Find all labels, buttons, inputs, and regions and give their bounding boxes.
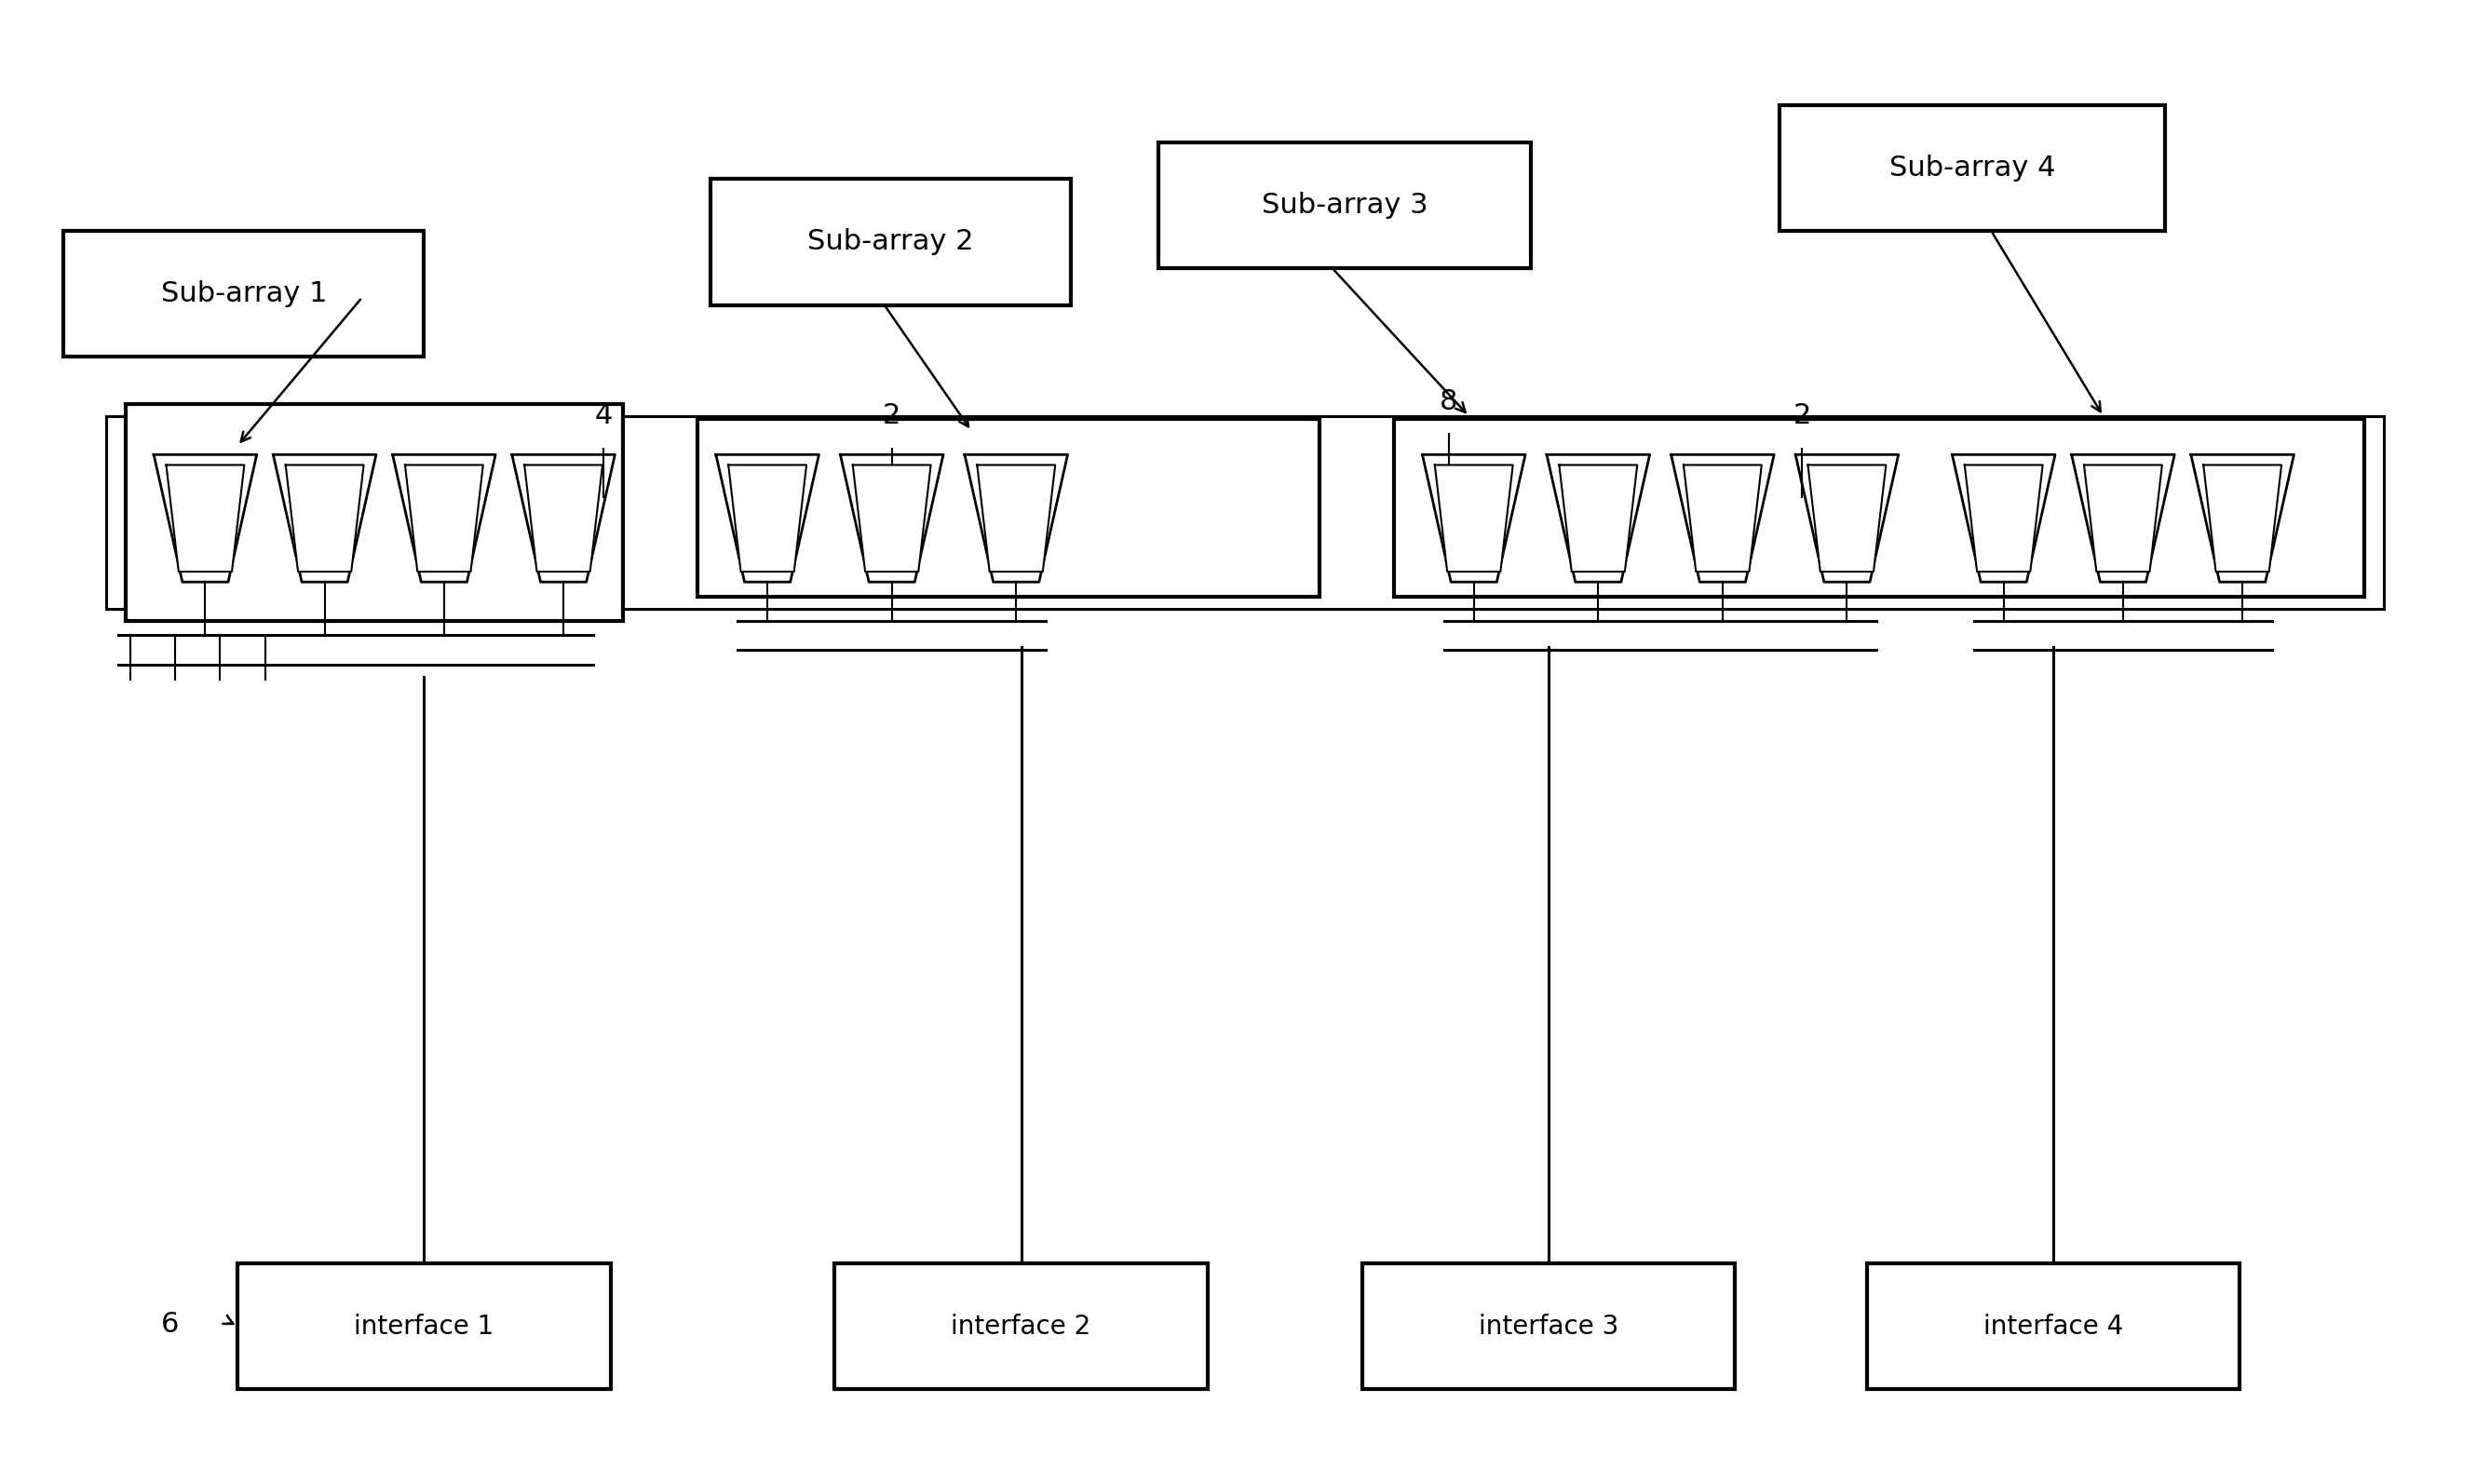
Bar bbox=[834, 1263, 1208, 1389]
Text: 2: 2 bbox=[1793, 402, 1810, 429]
Text: interface 2: interface 2 bbox=[951, 1313, 1091, 1340]
Polygon shape bbox=[730, 464, 807, 571]
Bar bbox=[1868, 1263, 2241, 1389]
Bar bbox=[710, 180, 1071, 306]
Polygon shape bbox=[1808, 464, 1885, 571]
Polygon shape bbox=[2204, 464, 2281, 571]
Text: interface 1: interface 1 bbox=[354, 1313, 493, 1340]
Polygon shape bbox=[1559, 464, 1638, 571]
Bar bbox=[1158, 142, 1531, 269]
Bar bbox=[105, 416, 2385, 608]
Bar bbox=[1362, 1263, 1736, 1389]
Text: 2: 2 bbox=[884, 402, 901, 429]
Polygon shape bbox=[1434, 464, 1514, 571]
Bar bbox=[1394, 418, 2365, 597]
Bar bbox=[125, 404, 623, 620]
Polygon shape bbox=[406, 464, 483, 571]
Polygon shape bbox=[1965, 464, 2042, 571]
Bar bbox=[237, 1263, 610, 1389]
Text: interface 3: interface 3 bbox=[1479, 1313, 1619, 1340]
Text: 8: 8 bbox=[1439, 387, 1459, 414]
Text: Sub-array 4: Sub-array 4 bbox=[1890, 154, 2057, 181]
Polygon shape bbox=[2084, 464, 2161, 571]
Polygon shape bbox=[525, 464, 603, 571]
Bar bbox=[62, 232, 423, 356]
Text: Sub-array 3: Sub-array 3 bbox=[1262, 191, 1427, 218]
Bar bbox=[697, 418, 1320, 597]
Text: interface 4: interface 4 bbox=[1985, 1313, 2124, 1340]
Polygon shape bbox=[167, 464, 244, 571]
Text: Sub-array 2: Sub-array 2 bbox=[807, 229, 974, 255]
Polygon shape bbox=[852, 464, 931, 571]
Polygon shape bbox=[286, 464, 364, 571]
Polygon shape bbox=[1683, 464, 1760, 571]
Bar bbox=[1780, 105, 2166, 232]
Text: 4: 4 bbox=[595, 402, 613, 429]
Text: 6: 6 bbox=[162, 1310, 179, 1337]
Polygon shape bbox=[976, 464, 1056, 571]
Text: Sub-array 1: Sub-array 1 bbox=[162, 280, 326, 307]
